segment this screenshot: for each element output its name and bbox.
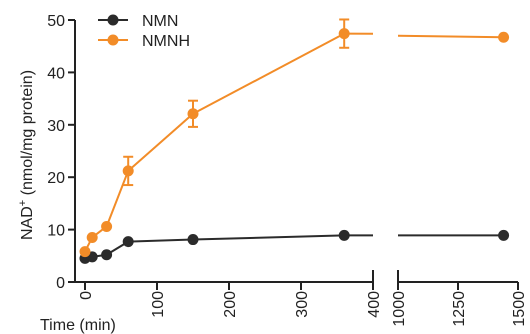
x-tick-label: 200 — [222, 291, 239, 318]
y-tick-label: 50 — [47, 13, 65, 30]
data-point — [79, 246, 91, 258]
legend-swatch-marker — [107, 14, 119, 26]
series-line-segment — [105, 170, 130, 227]
y-tick-label: 30 — [47, 118, 65, 135]
series-line-segment — [128, 238, 194, 243]
legend-label: NMNH — [142, 33, 190, 50]
data-point — [187, 108, 199, 120]
series-line-segment — [127, 113, 194, 172]
legend-swatch-marker — [107, 34, 119, 46]
data-point — [338, 28, 350, 40]
x-tick-label: 0 — [78, 291, 95, 300]
series-line-segment — [192, 234, 345, 241]
x-axis-title: Time (min) — [40, 317, 116, 334]
series-line-segment — [397, 34, 504, 39]
y-axis-title: NAD+ (nmol/mg protein) — [17, 70, 36, 240]
data-point — [86, 231, 98, 243]
series-nmnh — [79, 18, 510, 258]
y-axis: 0 10 20 30 40 50 — [47, 13, 76, 292]
y-tick-label: 40 — [47, 65, 65, 82]
x-tick-label: 1250 — [451, 291, 468, 327]
data-point — [101, 249, 113, 261]
x-tick-label: 1500 — [511, 291, 528, 327]
legend-label: NMN — [142, 13, 178, 30]
x-tick-label: 1000 — [391, 291, 408, 327]
data-point — [338, 229, 350, 241]
series-layer — [79, 18, 510, 264]
x-axis: 0 100 200 300 400 1000 1250 1500 — [75, 270, 528, 327]
y-tick-label: 0 — [56, 275, 65, 292]
legend: NMN NMNH — [98, 13, 190, 50]
x-tick-label: 300 — [294, 291, 311, 318]
x-tick-label: 400 — [366, 291, 383, 318]
data-point — [498, 229, 510, 241]
series-nmn — [79, 229, 510, 264]
x-tick-label: 100 — [150, 291, 167, 318]
data-point — [498, 31, 510, 43]
legend-item-nmn: NMN — [98, 13, 178, 30]
data-point — [101, 220, 113, 232]
legend-item-nmnh: NMNH — [98, 33, 190, 50]
y-tick-label: 20 — [47, 170, 65, 187]
series-line-segment — [192, 32, 345, 115]
y-tick-label: 10 — [47, 223, 65, 240]
data-point — [122, 236, 134, 248]
data-point — [187, 234, 199, 246]
data-point — [122, 165, 134, 177]
